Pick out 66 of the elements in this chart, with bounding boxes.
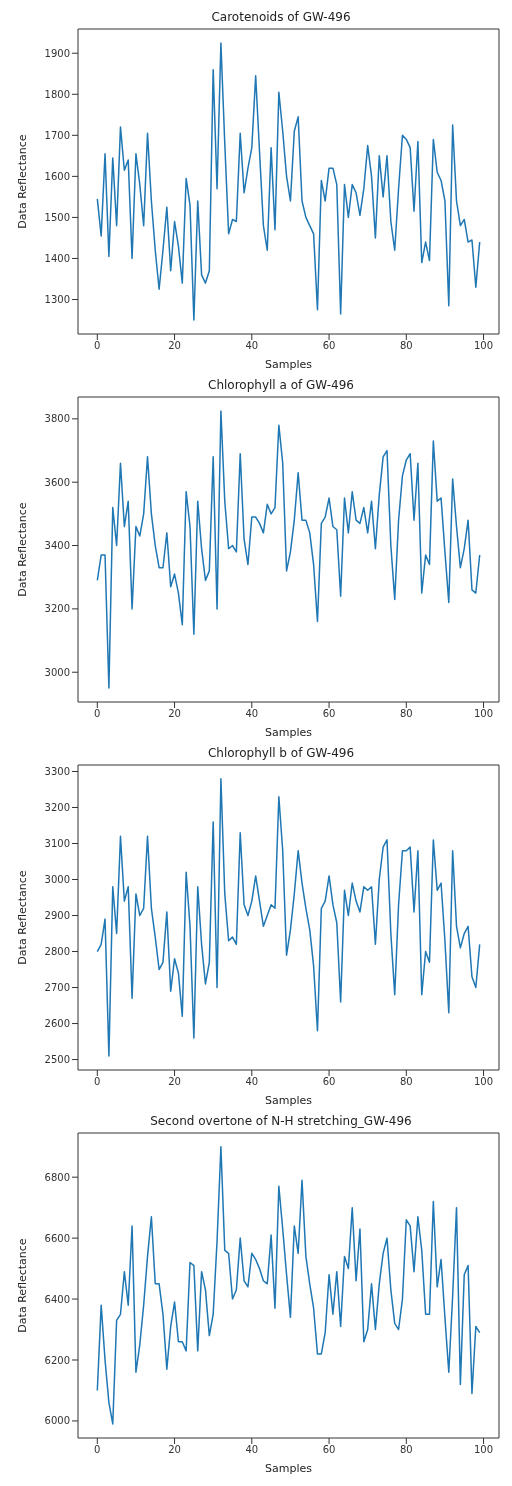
y-tick-label: 6200 bbox=[44, 1354, 70, 1366]
x-axis-title: Samples bbox=[265, 358, 313, 371]
x-tick-label: 60 bbox=[322, 1076, 336, 1088]
y-tick-label: 3800 bbox=[44, 413, 70, 425]
y-tick-label: 6800 bbox=[44, 1171, 70, 1183]
x-tick-label: 0 bbox=[94, 1444, 101, 1456]
y-tick-label: 1900 bbox=[44, 47, 70, 59]
y-tick-label: 3200 bbox=[44, 603, 70, 615]
y-tick-label: 3400 bbox=[44, 540, 70, 552]
y-tick-label: 1500 bbox=[44, 211, 70, 223]
x-axis-title: Samples bbox=[265, 726, 313, 739]
x-tick-label: 20 bbox=[168, 340, 181, 352]
x-tick-label: 80 bbox=[399, 1076, 413, 1088]
line-series bbox=[96, 1145, 481, 1425]
line-series bbox=[96, 410, 481, 689]
y-tick-label: 2500 bbox=[44, 1054, 70, 1066]
x-tick-label: 80 bbox=[399, 708, 413, 720]
y-tick-label: 2600 bbox=[44, 1018, 70, 1030]
y-tick-label: 3200 bbox=[44, 802, 70, 814]
y-tick-label: 2900 bbox=[44, 910, 70, 922]
x-tick-label: 100 bbox=[474, 1076, 494, 1088]
x-axis-title: Samples bbox=[265, 1094, 313, 1107]
x-tick-label: 60 bbox=[322, 1444, 336, 1456]
y-tick-label: 6000 bbox=[44, 1415, 70, 1427]
y-axis-title: Data Reflectance bbox=[15, 1238, 29, 1333]
y-tick-label: 3000 bbox=[44, 666, 70, 678]
chart-title: Second overtone of N-H stretching_GW-496 bbox=[149, 1113, 413, 1130]
y-tick-label: 2800 bbox=[44, 946, 70, 958]
chart-title: Chlorophyll b of GW-496 bbox=[206, 745, 356, 762]
x-tick-label: 60 bbox=[322, 340, 336, 352]
x-tick-label: 0 bbox=[94, 1076, 101, 1088]
x-tick-label: 100 bbox=[474, 340, 494, 352]
chart-title: Chlorophyll a of GW-496 bbox=[207, 377, 355, 394]
y-tick-label: 1700 bbox=[44, 129, 70, 141]
line-series bbox=[96, 777, 481, 1057]
y-tick-label: 3300 bbox=[44, 766, 70, 778]
x-tick-label: 40 bbox=[245, 1444, 259, 1456]
x-tick-label: 20 bbox=[168, 708, 181, 720]
x-tick-label: 80 bbox=[399, 340, 413, 352]
y-axis-title: Data Reflectance bbox=[15, 870, 29, 965]
x-tick-label: 0 bbox=[94, 708, 101, 720]
x-tick-label: 80 bbox=[399, 1444, 413, 1456]
y-tick-label: 6600 bbox=[44, 1232, 70, 1244]
x-axis-title: Samples bbox=[265, 1462, 313, 1475]
y-tick-label: 3000 bbox=[44, 874, 70, 886]
y-axis-title: Data Reflectance bbox=[15, 134, 29, 229]
y-axis-title: Data Reflectance bbox=[15, 502, 29, 597]
y-tick-label: 3600 bbox=[44, 476, 70, 488]
x-tick-label: 40 bbox=[245, 340, 259, 352]
y-tick-label: 3100 bbox=[44, 838, 70, 850]
y-tick-label: 1600 bbox=[44, 170, 70, 182]
chart-title: Carotenoids of GW-496 bbox=[210, 9, 352, 26]
x-tick-label: 40 bbox=[245, 708, 259, 720]
x-tick-label: 0 bbox=[94, 340, 101, 352]
y-tick-label: 1400 bbox=[44, 253, 70, 265]
x-tick-label: 20 bbox=[168, 1076, 181, 1088]
x-tick-label: 20 bbox=[168, 1444, 181, 1456]
y-tick-label: 6400 bbox=[44, 1293, 70, 1305]
x-tick-label: 100 bbox=[474, 708, 494, 720]
x-tick-label: 40 bbox=[245, 1076, 259, 1088]
line-series bbox=[96, 42, 481, 321]
x-tick-label: 100 bbox=[474, 1444, 494, 1456]
y-tick-label: 1300 bbox=[44, 294, 70, 306]
x-tick-label: 60 bbox=[322, 708, 336, 720]
y-tick-label: 2700 bbox=[44, 982, 70, 994]
y-tick-label: 1800 bbox=[44, 88, 70, 100]
